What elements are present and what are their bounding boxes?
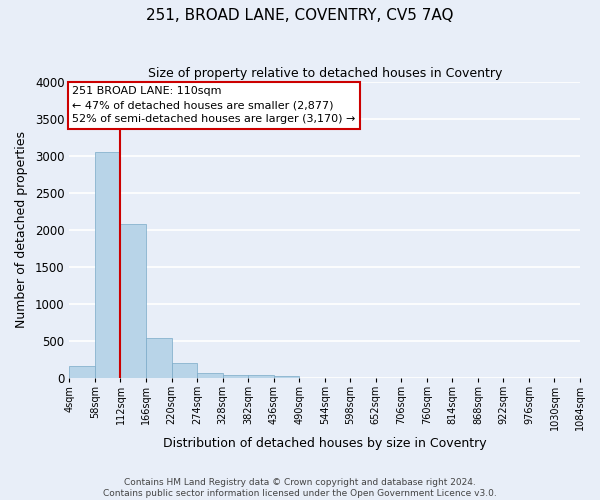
Bar <box>70 366 95 378</box>
Bar <box>172 363 197 378</box>
Title: Size of property relative to detached houses in Coventry: Size of property relative to detached ho… <box>148 68 502 80</box>
Bar <box>248 376 274 378</box>
Bar <box>274 376 299 378</box>
Bar <box>121 224 146 378</box>
Bar <box>95 152 121 378</box>
X-axis label: Distribution of detached houses by size in Coventry: Distribution of detached houses by size … <box>163 437 487 450</box>
Text: 251 BROAD LANE: 110sqm
← 47% of detached houses are smaller (2,877)
52% of semi-: 251 BROAD LANE: 110sqm ← 47% of detached… <box>72 86 355 124</box>
Y-axis label: Number of detached properties: Number of detached properties <box>15 132 28 328</box>
Text: 251, BROAD LANE, COVENTRY, CV5 7AQ: 251, BROAD LANE, COVENTRY, CV5 7AQ <box>146 8 454 22</box>
Text: Contains HM Land Registry data © Crown copyright and database right 2024.
Contai: Contains HM Land Registry data © Crown c… <box>103 478 497 498</box>
Bar <box>146 338 172 378</box>
Bar <box>223 374 248 378</box>
Bar <box>197 373 223 378</box>
